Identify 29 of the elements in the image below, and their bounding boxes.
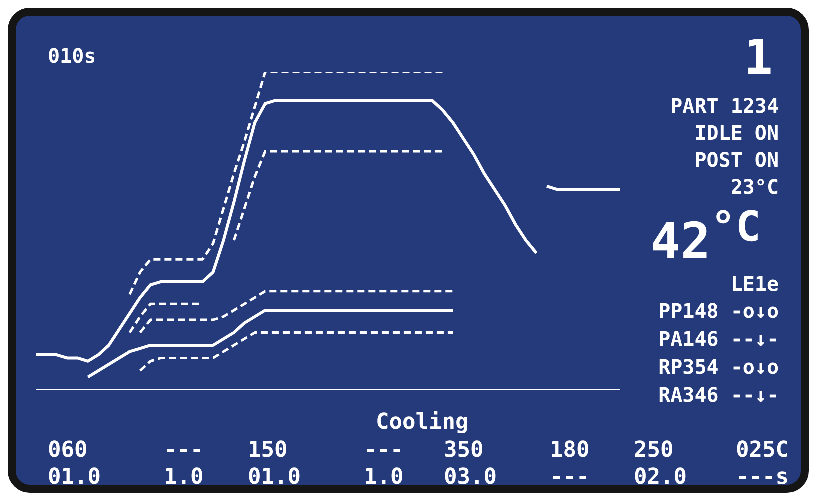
text: Cooling [376, 410, 469, 435]
text: --- [364, 438, 404, 463]
text: RP354 -o↓o [658, 355, 779, 379]
text: 1.0 [164, 465, 204, 487]
text: 350 [444, 438, 484, 463]
text: RA346 --↓- [658, 383, 779, 407]
text: 23°C [730, 175, 779, 199]
text: 025C [736, 438, 789, 463]
text: PA146 --↓- [658, 327, 779, 351]
text: 150 [248, 438, 288, 463]
text: 1 [744, 30, 773, 86]
text: PP148 -o↓o [658, 299, 779, 323]
text: 010s [48, 44, 96, 68]
text: 01.0 [248, 465, 301, 487]
text: 42$^{°C}$ [650, 202, 761, 271]
text: LE1e [730, 272, 779, 296]
text: 03.0 [444, 465, 497, 487]
text: 250 [634, 438, 674, 463]
text: --- [550, 465, 590, 487]
text: 02.0 [634, 465, 687, 487]
text: 180 [550, 438, 590, 463]
text: 1.0 [364, 465, 404, 487]
text: IDLE ON [694, 121, 779, 145]
text: POST ON [694, 148, 779, 172]
text: PART 1234 [670, 94, 779, 118]
text: 060 [48, 438, 88, 463]
text: 01.0 [48, 465, 101, 487]
text: ---s [736, 465, 789, 487]
text: --- [164, 438, 204, 463]
